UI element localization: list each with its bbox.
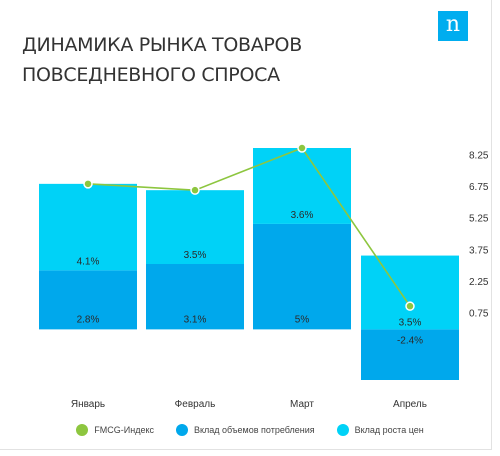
legend-label-price: Вклад роста цен [354, 425, 424, 435]
bar-price [361, 255, 459, 330]
chart-title: ДИНАМИКА РЫНКА ТОВАРОВ ПОВСЕДНЕВНОГО СПР… [22, 34, 302, 86]
x-tick-label: Март [290, 399, 314, 410]
bar-price [146, 190, 244, 264]
legend-label-line: FMCG-Индекс [94, 425, 154, 435]
chart-frame [0, 0, 492, 450]
legend-item-line: FMCG-Индекс [76, 424, 154, 436]
data-label-volume: -2.4% [397, 335, 423, 346]
series-line-fmcg [87, 147, 411, 307]
bar-price [39, 183, 137, 271]
line-point [190, 185, 200, 195]
data-label-volume: 3.1% [184, 314, 207, 325]
legend: FMCG-Индекс Вклад объемов потребления Вк… [0, 424, 500, 436]
y-tick-label: 6.75 [469, 182, 489, 193]
bar-volume [39, 270, 137, 330]
data-label-volume: 5% [295, 314, 310, 325]
bar-volume [146, 264, 244, 330]
legend-item-price: Вклад роста цен [336, 424, 424, 436]
x-tick-label: Февраль [175, 399, 216, 410]
data-label-price: 3.5% [399, 317, 422, 328]
bar-volume [253, 223, 351, 330]
line-point [297, 143, 307, 153]
y-tick-label: 2.25 [469, 277, 489, 288]
legend-swatch-line [76, 424, 89, 436]
legend-swatch-price [336, 424, 349, 436]
data-label-price: 4.1% [77, 256, 100, 267]
legend-swatch-volume [176, 424, 188, 436]
y-tick-label: 0.75 [469, 309, 489, 320]
y-tick-label: 8.25 [469, 150, 489, 161]
bar-volume [361, 329, 459, 380]
data-label-volume: 2.8% [77, 314, 100, 325]
legend-item-volume: Вклад объемов потребления [176, 424, 315, 436]
legend-label-volume: Вклад объемов потребления [194, 425, 315, 435]
y-tick-label: 3.75 [469, 245, 489, 256]
data-label-price: 3.6% [291, 210, 314, 221]
line-point [405, 301, 415, 311]
y-tick-label: 5.25 [469, 214, 489, 225]
x-tick-label: Январь [71, 399, 105, 410]
line-point [83, 179, 93, 189]
logo-letter: n [445, 12, 461, 37]
brand-logo: n [438, 11, 468, 41]
data-label-price: 3.5% [184, 250, 207, 261]
x-tick-label: Апрель [393, 399, 427, 410]
